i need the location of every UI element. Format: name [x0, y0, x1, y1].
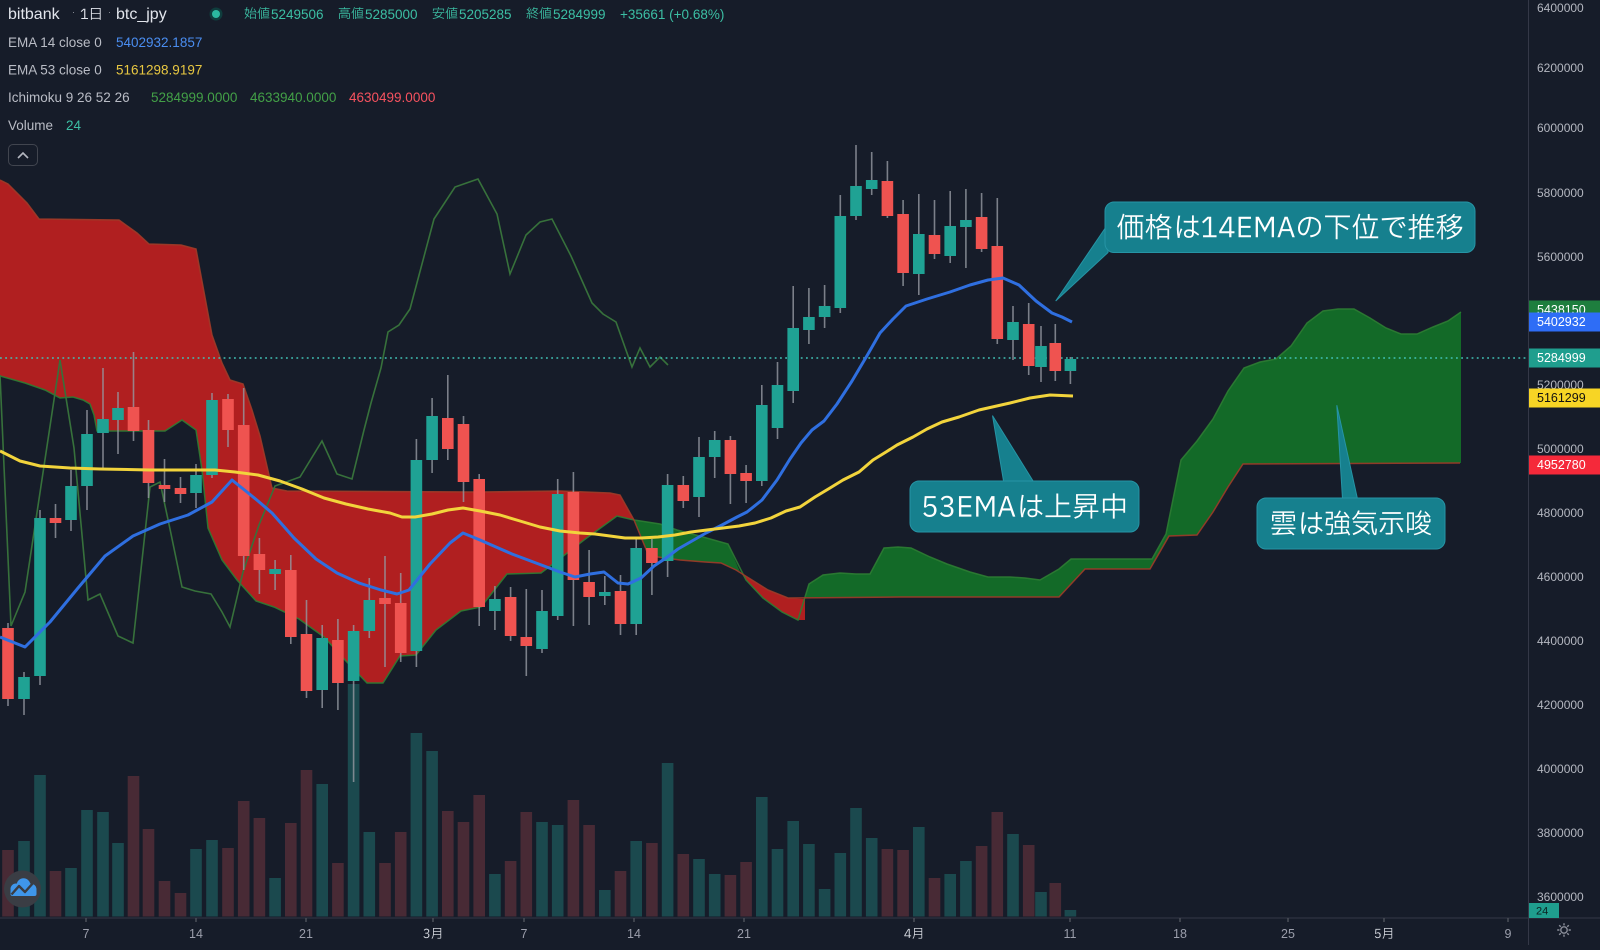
svg-text:EMA 53 close 0: EMA 53 close 0 — [8, 63, 102, 78]
svg-text:5284999: 5284999 — [1537, 351, 1586, 365]
svg-text:7: 7 — [83, 927, 90, 941]
svg-text:21: 21 — [299, 927, 313, 941]
svg-text:btc_jpy: btc_jpy — [116, 6, 167, 23]
svg-text:3800000: 3800000 — [1537, 826, 1584, 840]
svg-text:5000000: 5000000 — [1537, 442, 1584, 456]
svg-text:5205285: 5205285 — [459, 7, 512, 22]
svg-text:4200000: 4200000 — [1537, 698, 1584, 712]
svg-text:5800000: 5800000 — [1537, 186, 1584, 200]
svg-text:18: 18 — [1173, 927, 1187, 941]
svg-text:5161298.9197: 5161298.9197 — [116, 63, 202, 78]
svg-text:Ichimoku 9 26 52 26: Ichimoku 9 26 52 26 — [8, 90, 130, 105]
svg-text:21: 21 — [737, 927, 751, 941]
svg-text:24: 24 — [66, 118, 82, 133]
svg-text:14: 14 — [189, 927, 203, 941]
svg-text:4630499.0000: 4630499.0000 — [349, 90, 435, 105]
svg-text:Volume: Volume — [8, 118, 53, 133]
svg-text:5600000: 5600000 — [1537, 250, 1584, 264]
svg-text:EMA 14 close 0: EMA 14 close 0 — [8, 35, 102, 50]
svg-text:4000000: 4000000 — [1537, 762, 1584, 776]
svg-text:4952780: 4952780 — [1537, 458, 1586, 472]
svg-text:14: 14 — [627, 927, 641, 941]
svg-text:4600000: 4600000 — [1537, 570, 1584, 584]
svg-text:5284999.0000: 5284999.0000 — [151, 90, 237, 105]
svg-text:5249506: 5249506 — [271, 7, 324, 22]
svg-text:7: 7 — [521, 927, 528, 941]
svg-text:5161299: 5161299 — [1537, 391, 1586, 405]
svg-text:6400000: 6400000 — [1537, 1, 1584, 15]
svg-text:6000000: 6000000 — [1537, 121, 1584, 135]
svg-text:4800000: 4800000 — [1537, 506, 1584, 520]
svg-text:5284999: 5284999 — [553, 7, 606, 22]
svg-text:6200000: 6200000 — [1537, 61, 1584, 75]
svg-text:·: · — [72, 7, 75, 17]
svg-text:5402932.1857: 5402932.1857 — [116, 35, 202, 50]
svg-text:25: 25 — [1281, 927, 1295, 941]
svg-text:4633940.0000: 4633940.0000 — [250, 90, 336, 105]
svg-text:+35661 (+0.68%): +35661 (+0.68%) — [620, 7, 724, 22]
svg-text:11: 11 — [1064, 927, 1077, 941]
svg-text:5285000: 5285000 — [365, 7, 418, 22]
svg-text:5402932: 5402932 — [1537, 315, 1586, 329]
svg-text:24: 24 — [1536, 906, 1548, 918]
svg-text:9: 9 — [1505, 927, 1512, 941]
svg-text:·: · — [108, 7, 111, 17]
svg-text:bitbank: bitbank — [8, 6, 61, 23]
svg-text:3600000: 3600000 — [1537, 890, 1584, 904]
svg-text:4400000: 4400000 — [1537, 634, 1584, 648]
